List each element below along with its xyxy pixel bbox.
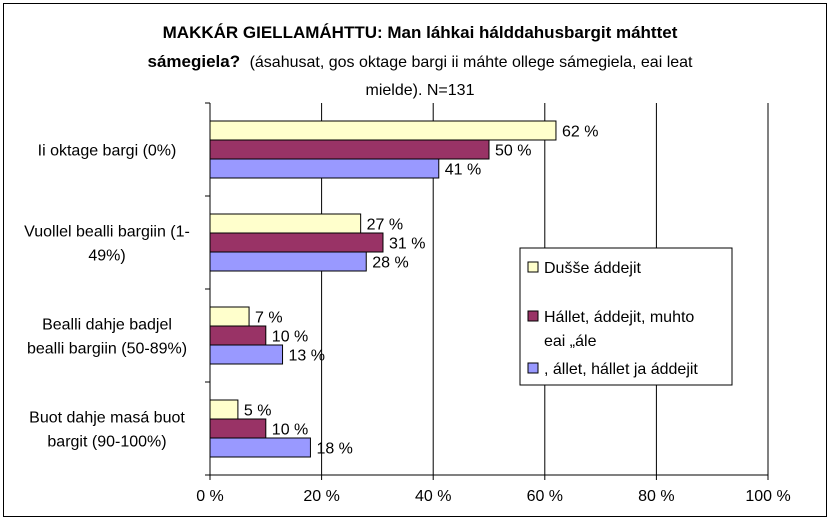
bar	[209, 399, 239, 420]
chart-title-line2-normal: (ásahusat, gos oktage bargi ii máhte oll…	[250, 54, 693, 71]
bar	[209, 306, 250, 327]
x-tick-label: 20 %	[303, 488, 339, 505]
x-tick-label: 60 %	[527, 488, 563, 505]
legend-label: , állet, hállet ja áddejit	[544, 361, 698, 378]
chart-title-line1: MAKKÁR GIELLAMÁHTTU: Man láhkai hálddahu…	[163, 23, 678, 42]
x-tick-label: 40 %	[415, 488, 451, 505]
legend-swatch	[527, 362, 539, 374]
data-label: 18 %	[316, 441, 352, 458]
bar	[209, 437, 311, 458]
legend-label: Dušše áddejit	[544, 260, 642, 277]
legend-label: Hállet, áddejit, muhto	[544, 309, 694, 326]
x-tick-label: 0 %	[196, 488, 224, 505]
x-tick-label: 100 %	[745, 488, 790, 505]
category-label: 49%)	[88, 248, 125, 265]
category-label: bealli bargiin (50-89%)	[27, 341, 187, 358]
bar	[209, 344, 284, 365]
data-label: 10 %	[272, 422, 308, 439]
bar	[209, 158, 440, 179]
legend-box	[519, 247, 733, 386]
category-label: bargit (90-100%)	[47, 434, 166, 451]
data-label: 13 %	[289, 348, 325, 365]
data-label: 7 %	[255, 310, 283, 327]
chart-title-line3: mielde). N=131	[366, 82, 475, 99]
data-label: 28 %	[372, 255, 408, 272]
bar	[209, 139, 490, 160]
x-tick-label: 80 %	[638, 488, 674, 505]
chart-title-line2-bold: sámegiela?	[148, 52, 241, 71]
plot-area: 0 % 20 % 40 % 60 % 80 % 100 % Ii oktage bargi …	[24, 102, 791, 505]
data-label: 31 %	[389, 236, 425, 253]
chart-title-line2: sámegiela? (ásahusat, gos oktage bargi i…	[148, 52, 694, 71]
legend-label: eai „ále	[544, 333, 597, 350]
bar	[209, 213, 362, 234]
bar	[209, 251, 367, 272]
category-label: Ii oktage bargi (0%)	[38, 143, 177, 160]
bar	[209, 232, 384, 253]
data-label: 27 %	[367, 217, 403, 234]
data-label: 50 %	[495, 143, 531, 160]
category-label: Buot dahje masá buot	[29, 410, 185, 427]
legend: Dušše áddejit Hállet, áddejit, muhto eai „…	[519, 247, 733, 386]
bar	[209, 325, 267, 346]
bar	[209, 418, 267, 439]
bar	[209, 120, 557, 141]
legend-swatch	[527, 310, 539, 322]
data-label: 41 %	[445, 162, 481, 179]
data-label: 62 %	[562, 124, 598, 141]
category-label: Bealli dahje badjel	[42, 317, 172, 334]
category-label: Vuollel bealli bargiin (1-	[24, 224, 190, 241]
legend-swatch	[527, 261, 539, 273]
data-label: 10 %	[272, 329, 308, 346]
data-label: 5 %	[244, 403, 272, 420]
